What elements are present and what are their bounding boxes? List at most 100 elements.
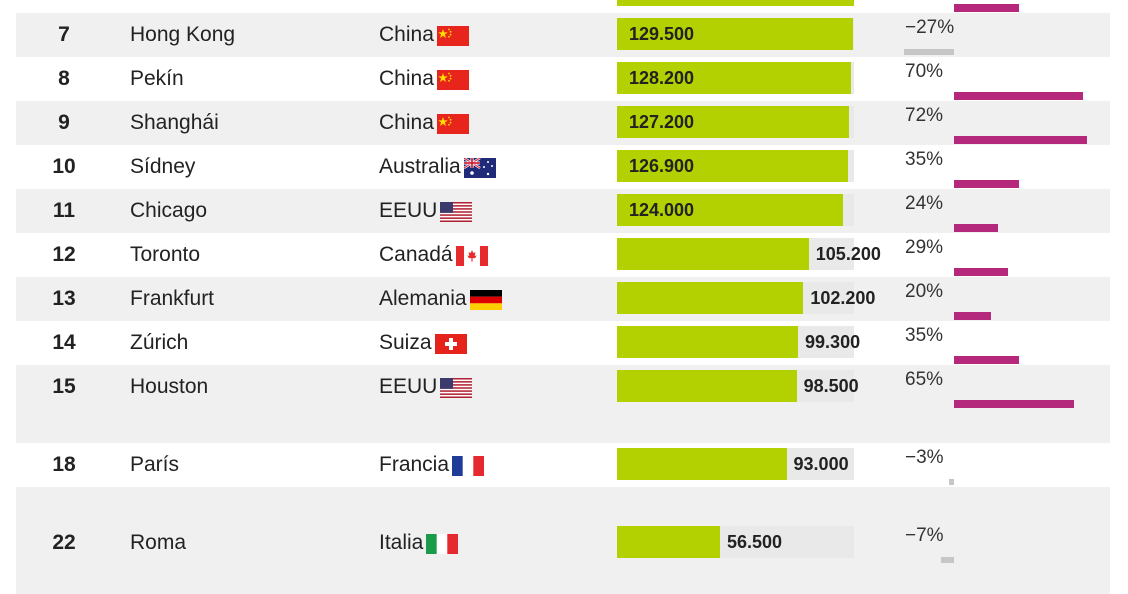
value-label: 128.200 <box>629 68 695 88</box>
country-label: Francia <box>379 453 450 476</box>
italy-flag-icon <box>426 534 458 554</box>
rank-label: 8 <box>58 67 70 90</box>
table-row: 7 Hong Kong China 129.500 −27% <box>16 13 1110 57</box>
change-label: 70% <box>905 61 944 82</box>
city-label: Roma <box>130 531 187 554</box>
value-bar-track: 102.200 <box>617 282 875 314</box>
country-label: Canadá <box>379 243 453 266</box>
change-label: 29% <box>905 237 944 258</box>
rank-label: 13 <box>52 287 76 310</box>
table-row: 14 Zúrich Suiza 99.300 35% <box>16 321 1110 365</box>
value-bar <box>617 526 720 558</box>
country-label: Australia <box>379 155 461 178</box>
change-label: 24% <box>905 193 944 214</box>
value-label: 98.500 <box>803 376 859 396</box>
value-bar-track: 56.500 <box>617 526 854 558</box>
value-bar <box>617 326 798 358</box>
change-bar <box>954 4 1019 12</box>
country-label: EEUU <box>379 199 438 222</box>
table-row: 9 Shanghái China 127.200 72% <box>16 101 1110 145</box>
value-bar <box>617 62 851 94</box>
city-label: Chicago <box>130 199 208 222</box>
table-footer-band <box>16 565 1110 594</box>
city-label: Frankfurt <box>130 287 215 310</box>
city-label: Zúrich <box>130 331 189 354</box>
city-label: París <box>130 453 180 476</box>
country-label: EEUU <box>379 375 438 398</box>
value-bar <box>617 370 797 402</box>
value-bar-track: 105.200 <box>617 238 881 270</box>
value-bar-track: 99.300 <box>617 326 860 358</box>
value-bar-track: 93.000 <box>617 448 854 480</box>
rank-label: 22 <box>52 531 76 554</box>
change-bar <box>954 136 1087 144</box>
change-label: −3% <box>905 447 944 468</box>
usa-flag-icon <box>440 202 472 222</box>
change-label: 72% <box>905 105 944 126</box>
change-bar <box>954 92 1084 100</box>
city-label: Sídney <box>130 155 196 178</box>
rank-label: 9 <box>58 111 70 134</box>
usa-flag-icon <box>440 378 472 398</box>
change-bar <box>954 312 991 320</box>
value-label: 56.500 <box>727 532 783 552</box>
value-bar-track: 124.000 <box>617 194 854 226</box>
city-label: Hong Kong <box>130 23 236 46</box>
city-label: Toronto <box>130 243 201 266</box>
table-gap-row <box>16 487 1110 521</box>
australia-flag-icon <box>464 158 496 178</box>
change-bar <box>941 557 954 563</box>
value-bar-track: 128.200 <box>617 62 854 94</box>
table-row: 15 Houston EEUU 98.500 65% <box>16 365 1110 409</box>
change-label: 35% <box>905 149 944 170</box>
value-bar-track: 126.900 <box>617 150 854 182</box>
city-label: Pekín <box>130 67 184 90</box>
rank-label: 18 <box>52 453 76 476</box>
rank-label: 14 <box>52 331 76 354</box>
value-label: 105.200 <box>815 244 881 264</box>
switzerland-flag-icon <box>435 334 467 354</box>
country-label: China <box>379 67 434 90</box>
value-bar-track <box>617 0 854 6</box>
rank-label: 10 <box>52 155 76 178</box>
change-bar <box>954 400 1075 408</box>
rank-label: 15 <box>52 375 76 398</box>
value-bar <box>617 238 809 270</box>
table-row: 22 Roma Italia 56.500 −7% <box>16 521 1110 565</box>
change-bar <box>948 479 954 485</box>
china-flag-icon <box>437 114 469 134</box>
value-bar <box>617 18 854 50</box>
value-bar-track: 127.200 <box>617 106 854 138</box>
change-bar <box>954 268 1008 276</box>
table-row: 10 Sídney Australia 126.900 35% <box>16 145 1110 189</box>
value-label: 102.200 <box>810 288 876 308</box>
change-label: 20% <box>905 281 944 302</box>
ranking-table: 7 Hong Kong China 129.500 −27% 8 Pekín China 128… <box>16 0 1110 594</box>
rank-label: 11 <box>52 199 76 222</box>
value-label: 93.000 <box>793 454 849 474</box>
france-flag-icon <box>452 456 484 476</box>
table-row: 13 Frankfurt Alemania 102.200 20% <box>16 277 1110 321</box>
value-label: 129.500 <box>629 24 695 44</box>
table-row: 11 Chicago EEUU 124.000 24% <box>16 189 1110 233</box>
country-label: Alemania <box>379 287 467 310</box>
country-label: China <box>379 23 434 46</box>
value-bar <box>617 150 849 182</box>
table-row: 8 Pekín China 128.200 70% <box>16 57 1110 101</box>
value-bar-track: 129.500 <box>617 18 854 50</box>
china-flag-icon <box>437 70 469 90</box>
value-label: 124.000 <box>629 200 695 220</box>
city-label: Houston <box>130 375 209 398</box>
change-label: −27% <box>905 17 955 38</box>
change-bar <box>954 180 1019 188</box>
country-label: China <box>379 111 434 134</box>
change-bar <box>904 49 954 55</box>
value-bar <box>617 194 844 226</box>
table-row <box>16 0 1110 13</box>
value-label: 127.200 <box>629 112 695 132</box>
country-label: Suiza <box>379 331 432 354</box>
rank-label: 7 <box>58 23 70 46</box>
value-label: 126.900 <box>629 156 695 176</box>
change-label: 35% <box>905 325 944 346</box>
value-bar <box>617 282 804 314</box>
